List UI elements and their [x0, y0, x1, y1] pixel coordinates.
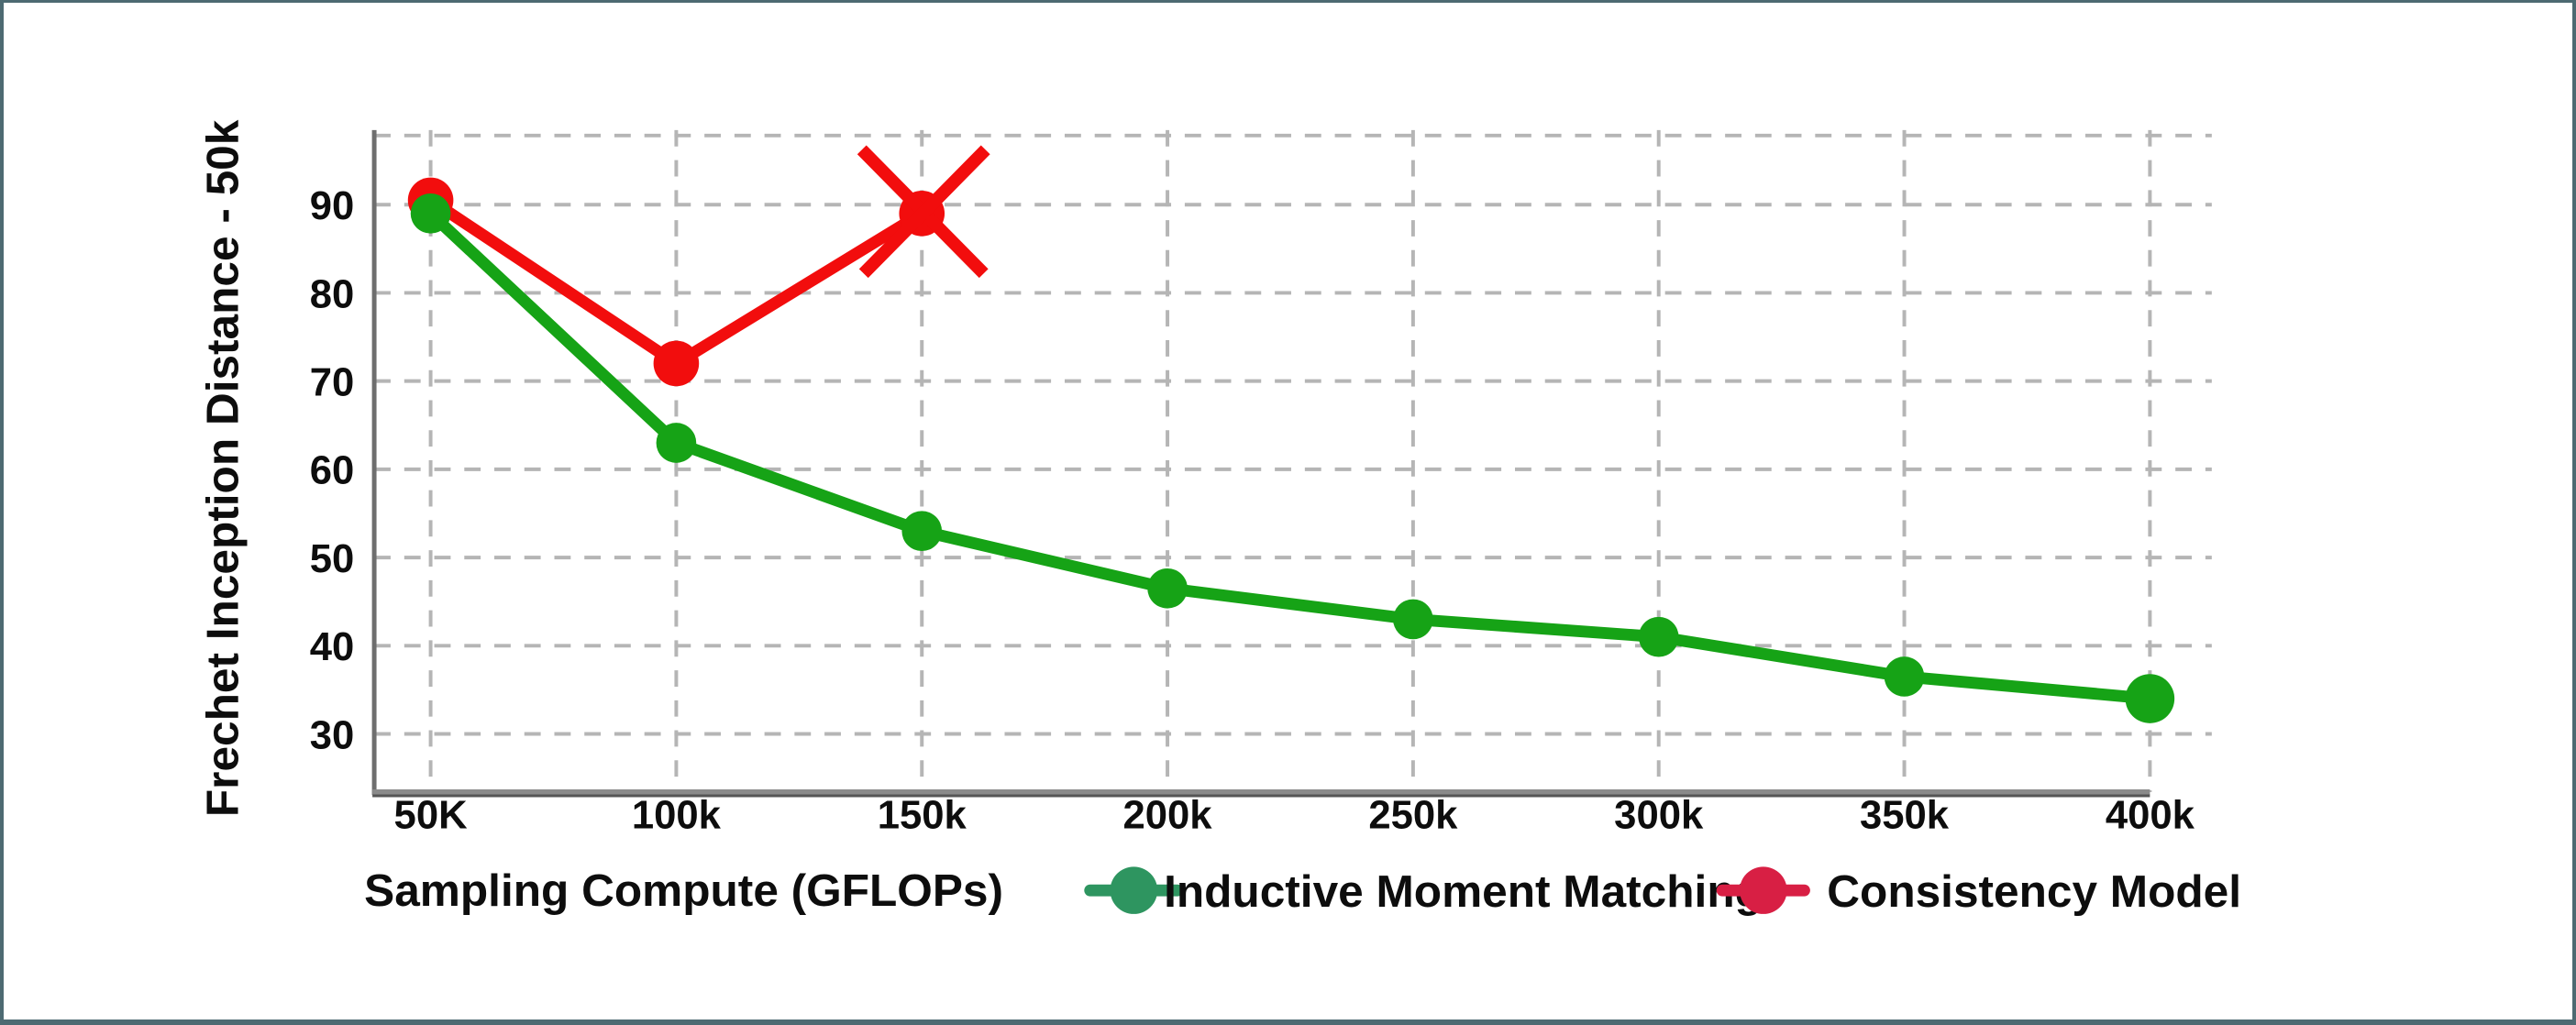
- x-tick-label-400k: 400k: [2106, 793, 2195, 838]
- data-point: [901, 511, 943, 552]
- x-tick-label-150k: 150k: [878, 793, 967, 838]
- data-point: [2125, 674, 2175, 723]
- y-tick-label-90: 90: [310, 183, 355, 228]
- data-point: [653, 340, 700, 387]
- x-tick-label-350k: 350k: [1860, 793, 1950, 838]
- legend: Inductive Moment Matching Consistency Mo…: [1084, 865, 2241, 917]
- legend-dot-green: [1110, 866, 1158, 914]
- x-cross-annotation-stroke: [858, 145, 990, 279]
- y-tick-label-60: 60: [310, 448, 355, 493]
- data-point: [1147, 568, 1188, 609]
- x-tick-label-200k: 200k: [1123, 793, 1213, 838]
- x-axis-title: Sampling Compute (GFLOPs): [364, 865, 1003, 916]
- x-tick-label-300k: 300k: [1614, 793, 1704, 838]
- data-point: [1638, 616, 1679, 657]
- data-point: [1884, 656, 1925, 697]
- data-point: [1393, 599, 1433, 640]
- plot-area: [371, 129, 2212, 798]
- y-tick-label-30: 30: [310, 712, 355, 757]
- fid-vs-compute-chart: 30 40 50 60 70 80 90 50K 100k 150k 200k 250k 300k 350…: [196, 119, 2241, 917]
- x-tick-label-100k: 100k: [632, 793, 722, 838]
- legend-item-inductive-moment-matching: Inductive Moment Matching: [1084, 865, 1763, 917]
- legend-dot-red: [1740, 866, 1787, 914]
- data-point: [410, 193, 451, 234]
- legend-label-inductive-moment-matching: Inductive Moment Matching: [1164, 865, 1763, 917]
- tick-labels: 30 40 50 60 70 80 90 50K 100k 150k 200k 250k 300k 350…: [310, 183, 2195, 838]
- legend-label-consistency-model: Consistency Model: [1827, 865, 2241, 917]
- y-tick-label-50: 50: [310, 536, 355, 581]
- series-line-inductive-moment-matching: [425, 207, 2156, 705]
- y-tick-label-70: 70: [310, 360, 355, 405]
- x-tick-label-250k: 250k: [1368, 793, 1458, 838]
- y-tick-label-40: 40: [310, 624, 355, 669]
- data-point: [656, 423, 697, 463]
- y-tick-label-80: 80: [310, 271, 355, 316]
- x-tick-label-50K: 50K: [394, 793, 469, 838]
- y-axis-title: Frechet Inception Distance - 50k: [196, 119, 248, 817]
- legend-item-consistency-model: Consistency Model: [1716, 865, 2241, 917]
